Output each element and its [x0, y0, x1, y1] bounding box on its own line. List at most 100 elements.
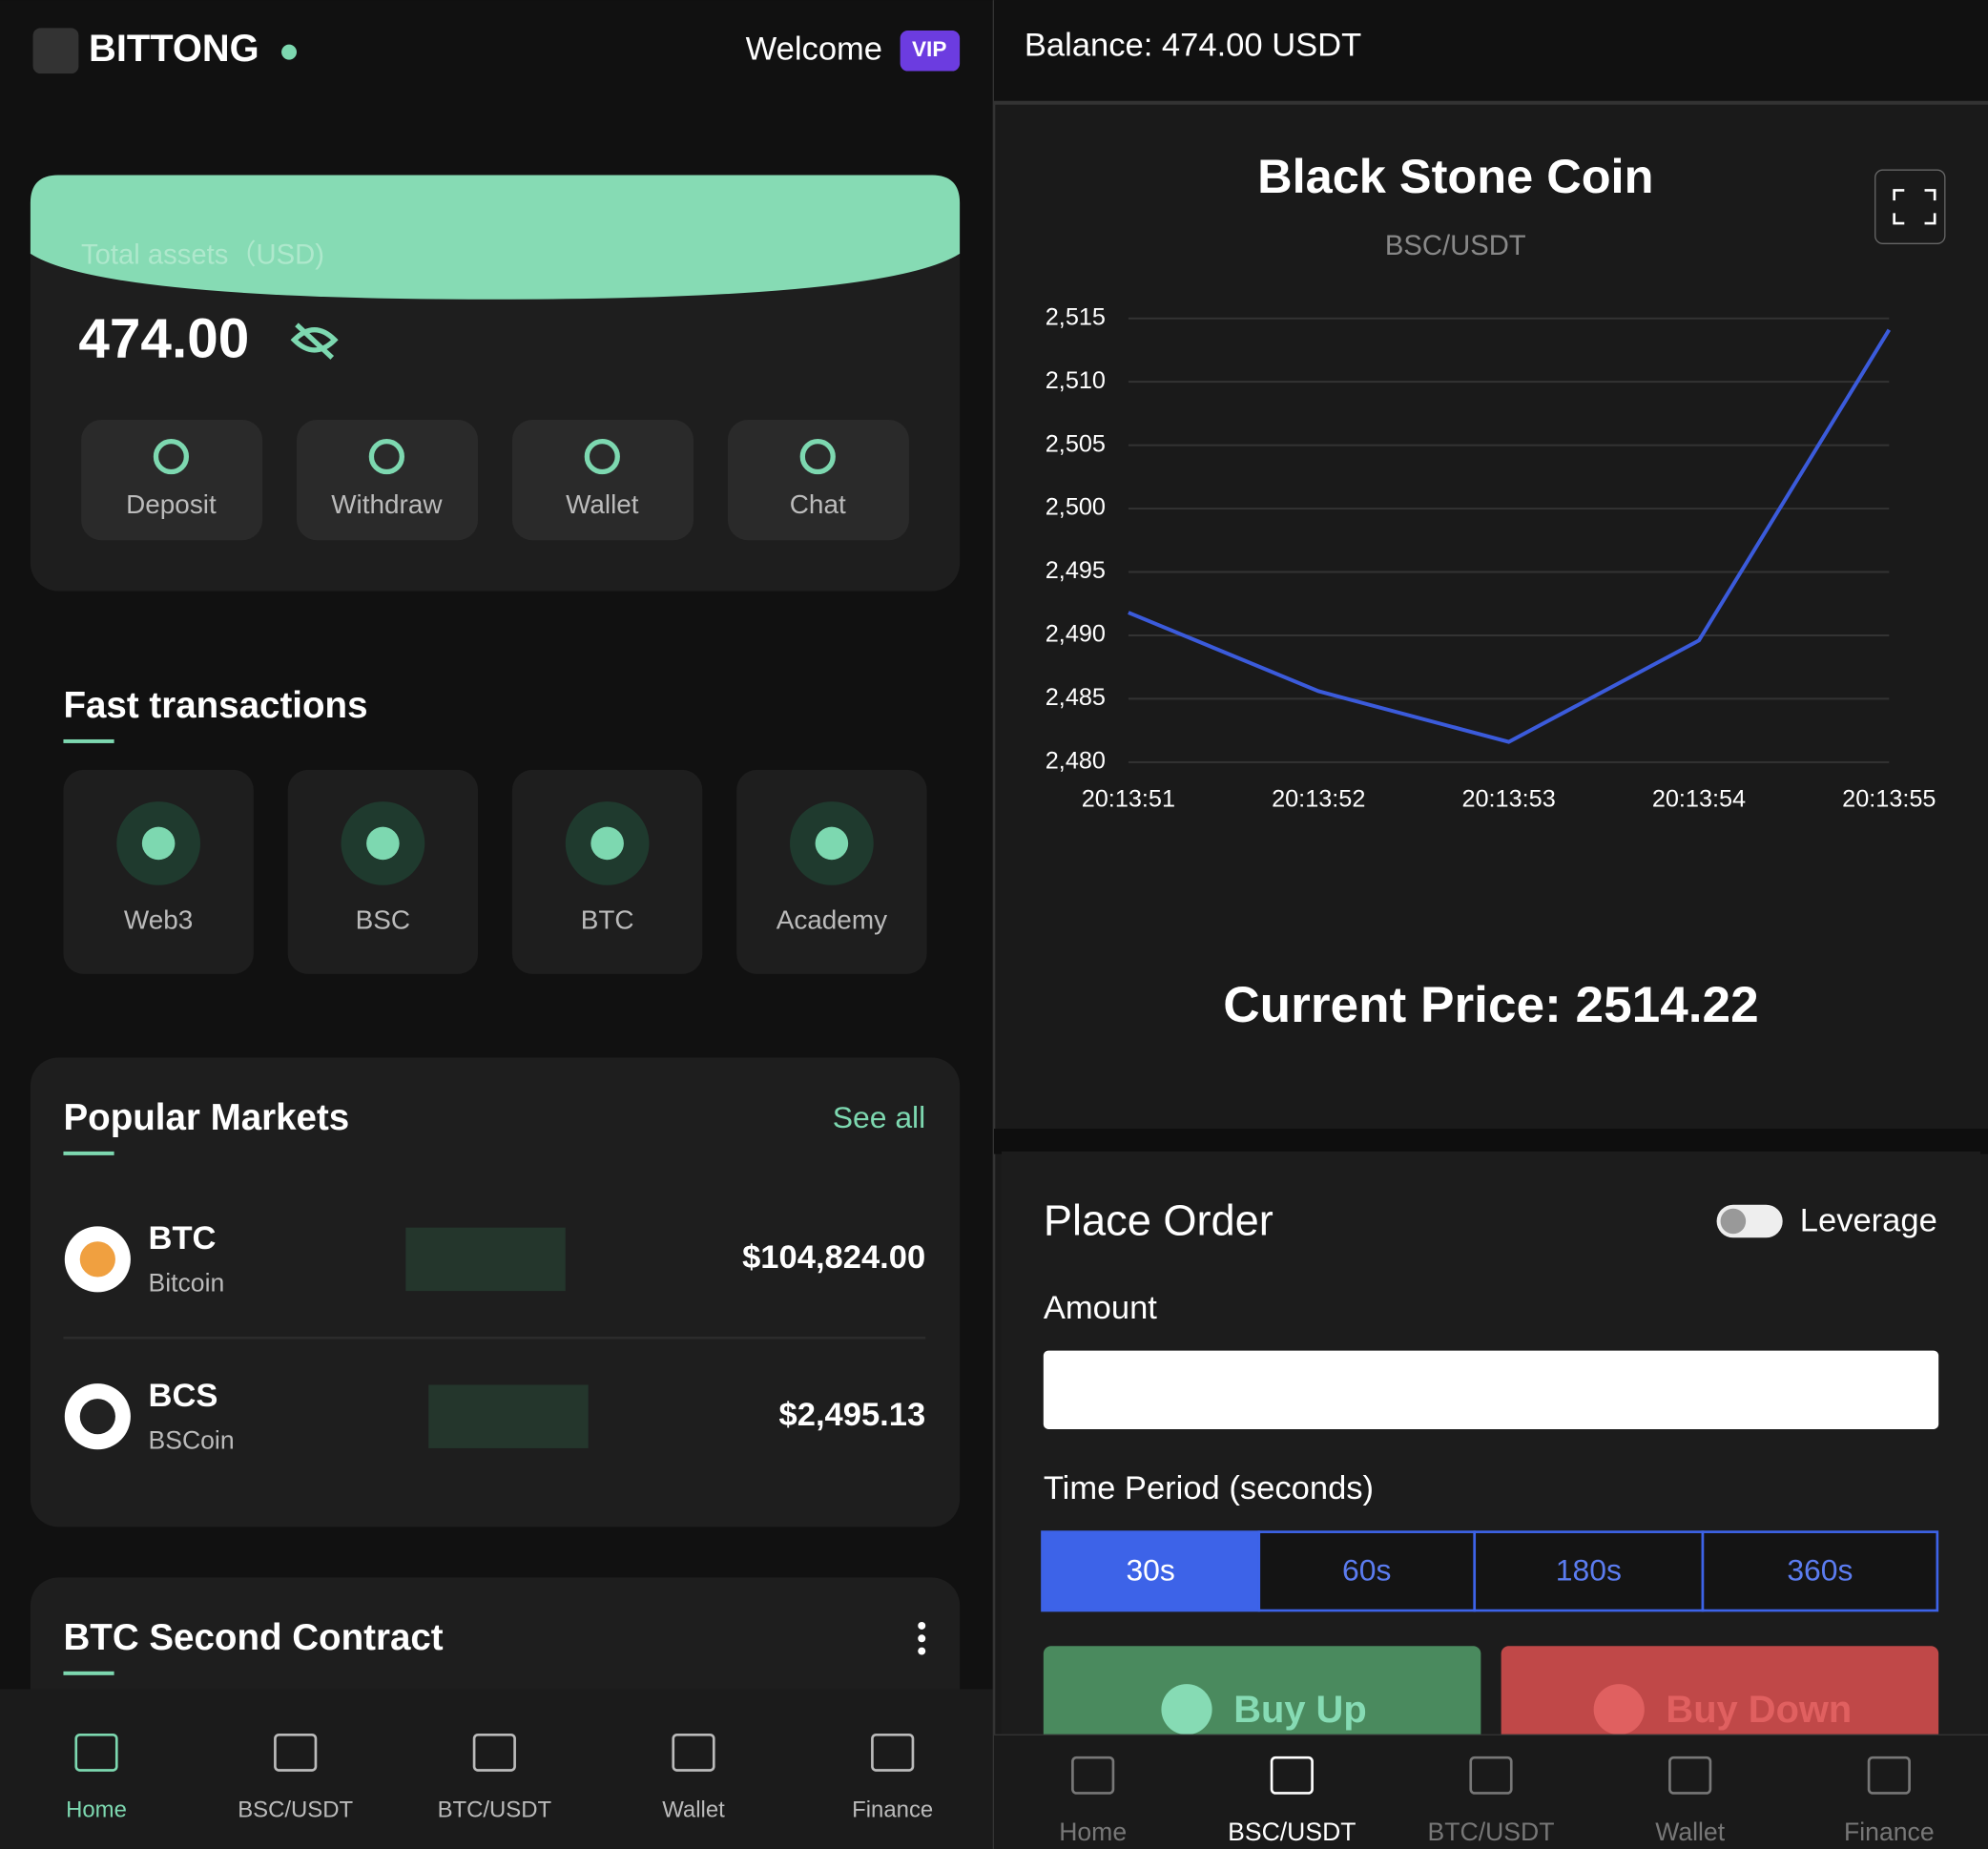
- action-button[interactable]: [297, 420, 479, 541]
- amount-input[interactable]: [1043, 1350, 1939, 1429]
- nav-label[interactable]: Wallet: [662, 1797, 725, 1822]
- fast-label: BTC: [581, 905, 634, 935]
- down-icon: [1593, 1684, 1645, 1735]
- fast-icon-inner: [141, 826, 176, 861]
- eye-icon: [290, 322, 339, 360]
- nav-label[interactable]: BSC/USDT: [1228, 1818, 1356, 1846]
- price-line: [1128, 328, 1892, 744]
- action-button[interactable]: [511, 420, 694, 541]
- fast-icon-inner: [815, 826, 849, 861]
- nav-icon[interactable]: [672, 1733, 715, 1772]
- nav-icon[interactable]: [1469, 1756, 1513, 1795]
- nav-icon[interactable]: [1071, 1756, 1115, 1795]
- period-label: Time Period (seconds): [1044, 1470, 1374, 1506]
- action-label: Withdraw: [331, 489, 443, 519]
- nav-label[interactable]: Home: [66, 1797, 127, 1822]
- action-icon: [584, 438, 620, 475]
- up-icon: [1161, 1684, 1212, 1735]
- section-title: BTC Second Contract: [63, 1617, 443, 1658]
- leverage: Leverage: [1800, 1202, 1937, 1238]
- balance-bar: [994, 0, 1988, 102]
- balance: Balance: 474.00 USDT: [1025, 27, 1361, 63]
- y-tick-label: 2,515: [1046, 303, 1106, 330]
- fast-icon-inner: [590, 826, 624, 861]
- coin-name: Bitcoin: [149, 1268, 225, 1297]
- y-tick-label: 2,505: [1046, 430, 1106, 457]
- x-tick-label: 20:13:55: [1842, 785, 1936, 812]
- buy-down-label: Buy Down: [1666, 1689, 1852, 1731]
- underline: [63, 1151, 114, 1155]
- dot: [281, 44, 298, 60]
- nav-icon[interactable]: [74, 1733, 118, 1772]
- fullscreen[interactable]: [1874, 169, 1946, 244]
- action-label: Wallet: [566, 489, 639, 519]
- x-tick-label: 20:13:51: [1082, 785, 1175, 812]
- price: $2,495.13: [779, 1397, 926, 1433]
- section-title: Fast transactions: [63, 685, 367, 726]
- nav-icon[interactable]: [1270, 1756, 1314, 1795]
- nav-label[interactable]: Home: [1059, 1818, 1127, 1846]
- nav-icon[interactable]: [1668, 1756, 1712, 1795]
- menu-dots[interactable]: [918, 1621, 926, 1655]
- nav-icon[interactable]: [1867, 1756, 1911, 1795]
- nav-label[interactable]: BSC/USDT: [238, 1797, 353, 1822]
- action-button[interactable]: [727, 420, 909, 541]
- chart-subtitle: BSC/USDT: [1385, 231, 1526, 261]
- y-tick-label: 2,495: [1046, 557, 1106, 584]
- nav-icon[interactable]: [274, 1733, 318, 1772]
- sparkline: [428, 1384, 589, 1448]
- action-icon: [153, 438, 190, 475]
- symbol: BCS: [149, 1378, 218, 1414]
- nav-icon[interactable]: [871, 1733, 915, 1772]
- nav-right-items: Home BSC/USDT BTC/USDT Wallet Finance: [1059, 1756, 1935, 1846]
- fast-label: Academy: [777, 905, 887, 935]
- chart: 2,480 2,485 2,490 2,495 2,500 2,505 2,510 2,515…: [1046, 303, 1936, 812]
- y-tick-label: 2,500: [1046, 494, 1106, 521]
- assets-label: Total assets（USD): [81, 239, 324, 270]
- nav-label[interactable]: BTC/USDT: [438, 1797, 552, 1822]
- price: $104,824.00: [742, 1239, 925, 1276]
- nav-label[interactable]: Finance: [1844, 1818, 1935, 1846]
- underline: [63, 1671, 114, 1675]
- symbol: BTC: [149, 1220, 217, 1257]
- nav-icon[interactable]: [472, 1733, 516, 1772]
- buy-up[interactable]: [1043, 1646, 1481, 1748]
- order-title: Place Order: [1044, 1196, 1274, 1245]
- logo: [32, 28, 79, 74]
- brand: BITTONG: [89, 28, 259, 70]
- section-title: Popular Markets: [63, 1097, 349, 1138]
- vip-badge: [900, 30, 961, 72]
- period-label: 180s: [1556, 1553, 1622, 1588]
- action-icon: [799, 438, 836, 475]
- coin-name: BSCoin: [149, 1425, 235, 1454]
- nav-left-items: Home BSC/USDT BTC/USDT Wallet Finance: [66, 1733, 933, 1822]
- assets-band: [30, 175, 961, 300]
- see-all[interactable]: See all: [833, 1100, 925, 1134]
- nav-label[interactable]: Finance: [852, 1797, 933, 1822]
- assets-amount: 474.00: [78, 307, 249, 369]
- fast-icon-inner: [366, 826, 400, 861]
- period-button[interactable]: [1701, 1530, 1939, 1612]
- coin-icon-inner: [79, 1399, 115, 1435]
- markets-card: [30, 1057, 961, 1527]
- fast-label: Web3: [124, 905, 193, 935]
- fullscreen-icon: [1893, 189, 1936, 225]
- toggle-knob: [1720, 1208, 1747, 1235]
- action-button[interactable]: [81, 420, 263, 541]
- underline: [63, 738, 114, 743]
- nav-label[interactable]: Wallet: [1655, 1818, 1725, 1846]
- action-label: Deposit: [126, 489, 217, 519]
- y-tick-label: 2,480: [1046, 748, 1106, 775]
- vip: VIP: [912, 37, 946, 61]
- nav-label[interactable]: BTC/USDT: [1428, 1818, 1555, 1846]
- x-tick-label: 20:13:52: [1272, 785, 1365, 812]
- x-tick-label: 20:13:53: [1461, 785, 1555, 812]
- welcome: Welcome: [746, 31, 882, 67]
- fast-label: BSC: [356, 905, 410, 935]
- action-label: Chat: [790, 489, 846, 519]
- periods: 30s 60s 180s 360s: [1041, 1530, 1939, 1612]
- sparkline: [405, 1227, 566, 1292]
- fast-list: Web3 BSC BTC Academy: [63, 769, 927, 974]
